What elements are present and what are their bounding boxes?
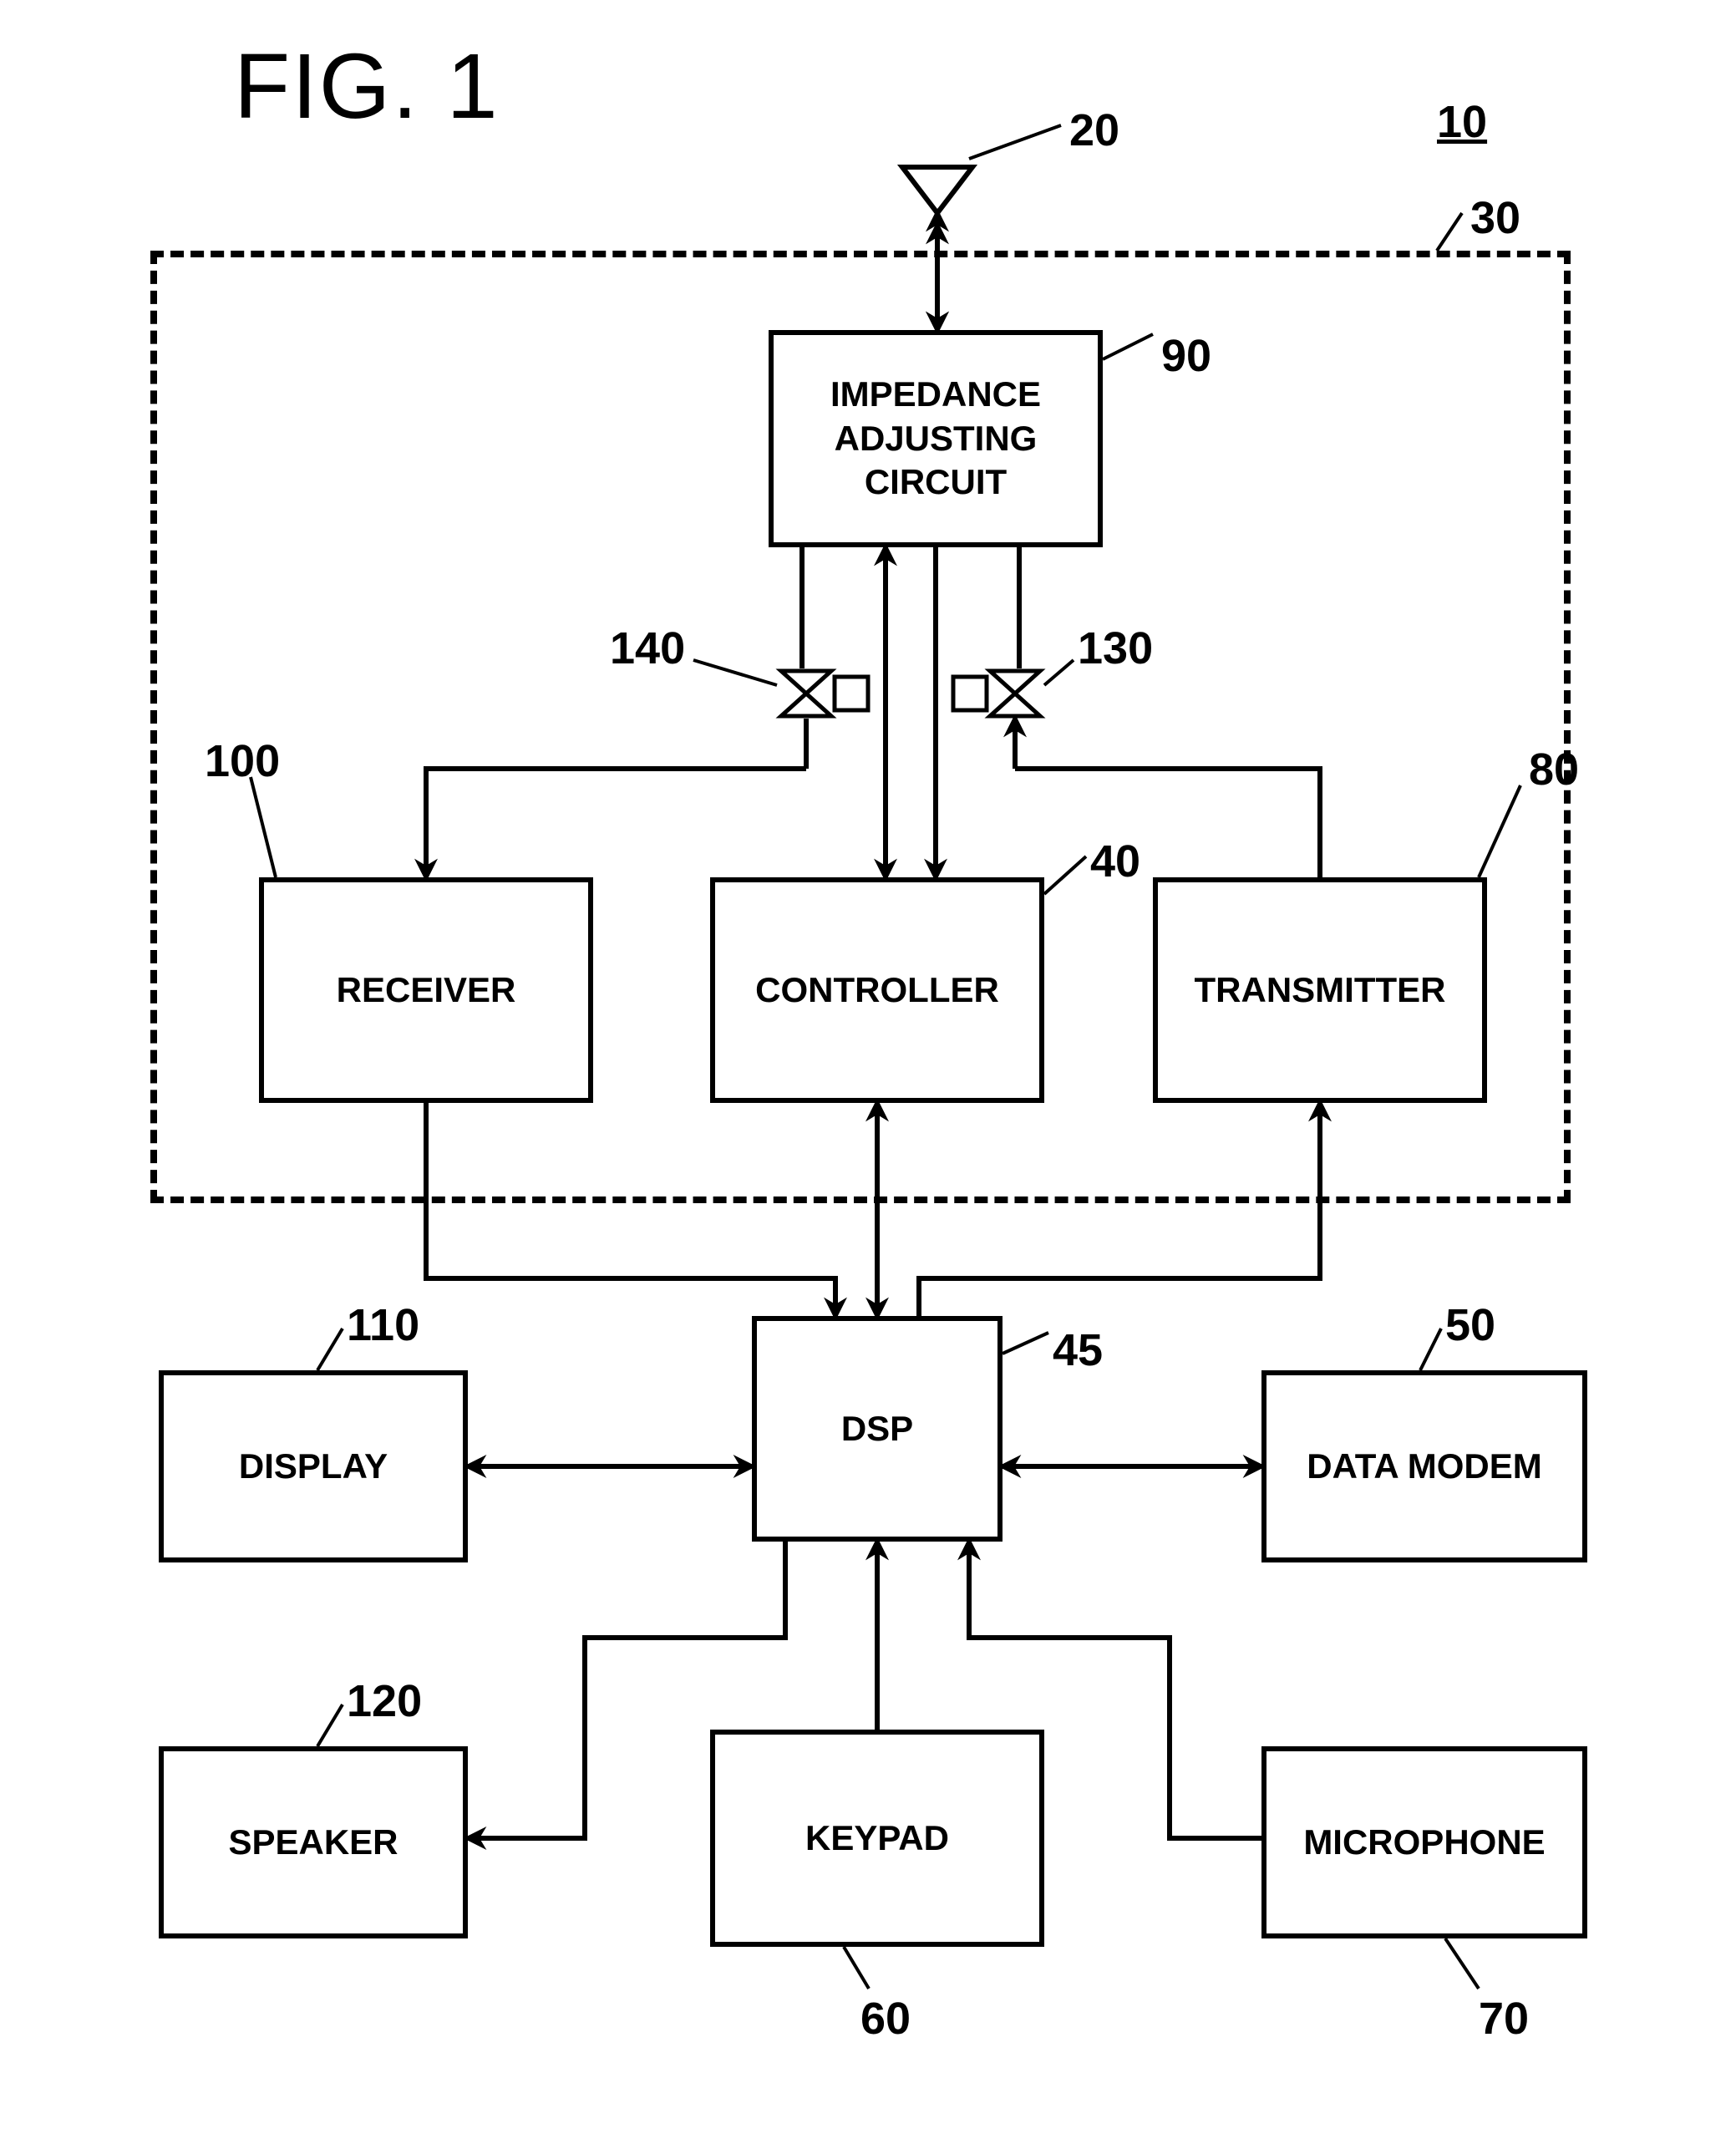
ref-datamodem: 50 (1445, 1299, 1495, 1351)
block-speaker: SPEAKER (159, 1746, 468, 1938)
ref-impedance: 90 (1161, 330, 1211, 382)
block-impedance: IMPEDANCE ADJUSTING CIRCUIT (769, 330, 1103, 547)
ref-keypad: 60 (860, 1993, 911, 2045)
ref-antenna: 20 (1069, 104, 1119, 156)
diagram-canvas: FIG. 1 10 30 20 IMPEDANCE ADJUSTING CIRC… (0, 0, 1736, 2139)
ref-dsp: 45 (1053, 1324, 1103, 1376)
block-microphone: MICROPHONE (1261, 1746, 1587, 1938)
figure-title: FIG. 1 (234, 33, 500, 140)
ref-speaker: 120 (347, 1675, 422, 1727)
block-datamodem: DATA MODEM (1261, 1370, 1587, 1562)
ref-controller: 40 (1090, 836, 1140, 887)
ref-microphone: 70 (1479, 1993, 1529, 2045)
ref-circ-left: 140 (610, 622, 685, 674)
block-receiver: RECEIVER (259, 877, 593, 1103)
ref-system: 10 (1437, 96, 1487, 148)
ref-transmitter: 80 (1529, 744, 1579, 795)
ref-display: 110 (347, 1299, 419, 1351)
block-dsp: DSP (752, 1316, 1003, 1542)
block-display: DISPLAY (159, 1370, 468, 1562)
ref-boundary: 30 (1470, 192, 1520, 244)
ref-receiver: 100 (205, 735, 280, 787)
ref-circ-right: 130 (1078, 622, 1153, 674)
block-transmitter: TRANSMITTER (1153, 877, 1487, 1103)
block-keypad: KEYPAD (710, 1730, 1044, 1947)
block-controller: CONTROLLER (710, 877, 1044, 1103)
